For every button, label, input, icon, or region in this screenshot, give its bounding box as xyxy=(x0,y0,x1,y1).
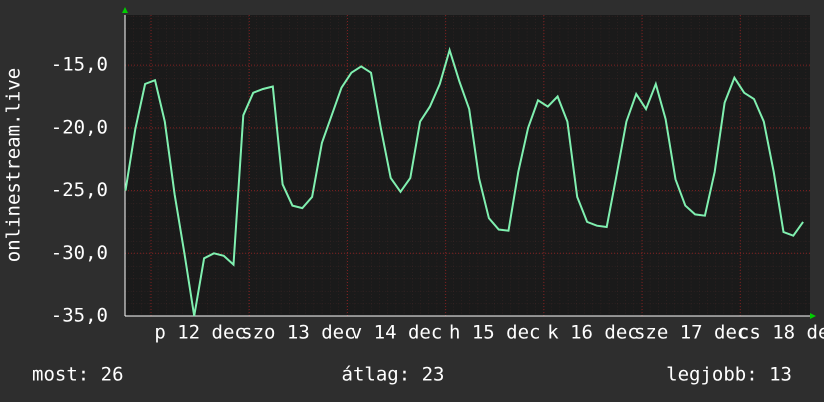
x-tick-label: sze 17 dec xyxy=(634,322,748,344)
footer-current: most: 26 xyxy=(32,364,124,386)
x-tick-label: h 15 dec xyxy=(449,322,541,344)
fine-grid xyxy=(125,15,810,316)
y-tick-label: -30,0 xyxy=(51,242,108,264)
footer-average: átlag: 23 xyxy=(342,364,445,386)
x-tick-label: cs 18 dec xyxy=(738,322,824,344)
x-tick-label: p 12 dec xyxy=(154,322,246,344)
y-axis-label: onlinestream.live xyxy=(3,68,25,262)
x-tick-label: v 14 dec xyxy=(351,322,443,344)
footer-best: legjobb: 13 xyxy=(666,364,792,386)
y-tick-label: -20,0 xyxy=(51,116,108,138)
x-arrow xyxy=(810,313,816,319)
x-tick-label: szo 13 dec xyxy=(241,322,355,344)
y-tick-label: -25,0 xyxy=(51,179,108,201)
y-tick-label: -15,0 xyxy=(51,54,108,76)
x-tick-label: k 16 dec xyxy=(547,322,639,344)
y-arrow xyxy=(122,7,128,13)
y-tick-label: -35,0 xyxy=(51,305,108,327)
series-line xyxy=(124,46,804,317)
